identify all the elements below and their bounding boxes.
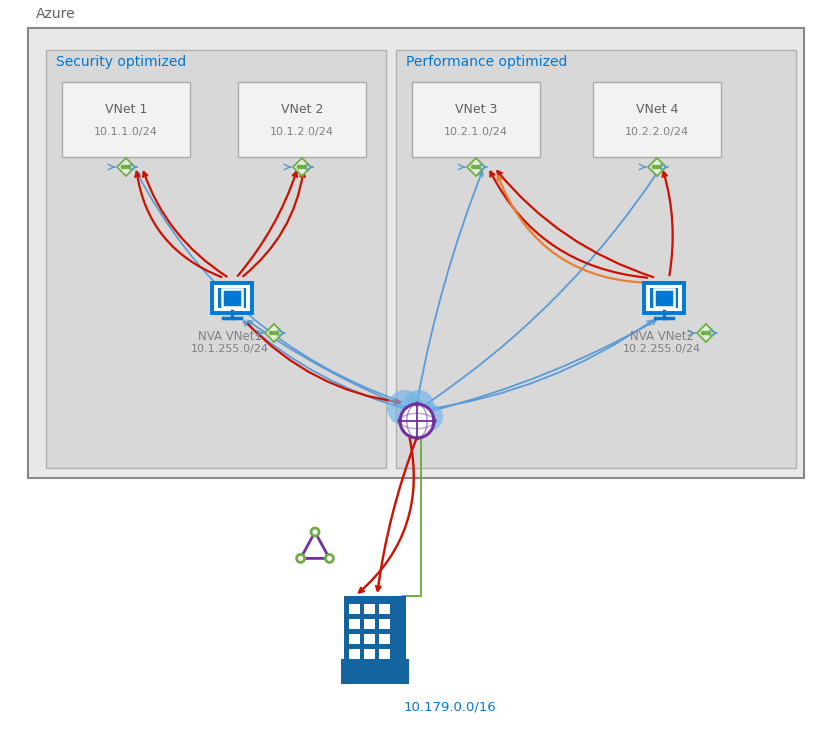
Circle shape bbox=[121, 165, 125, 168]
Circle shape bbox=[125, 165, 128, 168]
Polygon shape bbox=[117, 158, 135, 176]
Text: Azure: Azure bbox=[36, 7, 76, 21]
Circle shape bbox=[400, 408, 426, 434]
FancyBboxPatch shape bbox=[364, 634, 375, 644]
Circle shape bbox=[300, 165, 303, 168]
Text: Performance optimized: Performance optimized bbox=[406, 55, 568, 69]
Circle shape bbox=[707, 331, 711, 334]
Circle shape bbox=[652, 165, 656, 168]
Circle shape bbox=[658, 165, 661, 168]
Circle shape bbox=[397, 418, 402, 423]
Text: 10.1.2.0/24: 10.1.2.0/24 bbox=[270, 127, 334, 137]
Circle shape bbox=[127, 165, 130, 168]
Text: NVA VNet1: NVA VNet1 bbox=[198, 330, 262, 343]
FancyBboxPatch shape bbox=[364, 604, 375, 614]
Circle shape bbox=[475, 165, 478, 168]
Circle shape bbox=[387, 390, 423, 426]
Text: 10.2.1.0/24: 10.2.1.0/24 bbox=[444, 127, 508, 137]
Circle shape bbox=[415, 402, 420, 406]
Text: VNet 4: VNet 4 bbox=[636, 103, 678, 116]
Circle shape bbox=[656, 165, 659, 168]
FancyBboxPatch shape bbox=[379, 619, 390, 629]
Circle shape bbox=[297, 165, 301, 168]
Circle shape bbox=[404, 390, 434, 420]
Circle shape bbox=[275, 331, 278, 334]
Text: Security optimized: Security optimized bbox=[56, 55, 186, 69]
FancyBboxPatch shape bbox=[412, 82, 540, 157]
Text: VNet 1: VNet 1 bbox=[105, 103, 147, 116]
FancyBboxPatch shape bbox=[238, 82, 366, 157]
FancyBboxPatch shape bbox=[349, 619, 360, 629]
Circle shape bbox=[471, 165, 475, 168]
Text: 10.2.255.0/24: 10.2.255.0/24 bbox=[623, 344, 701, 354]
Polygon shape bbox=[648, 158, 666, 176]
FancyBboxPatch shape bbox=[650, 288, 678, 307]
FancyBboxPatch shape bbox=[364, 649, 375, 659]
FancyBboxPatch shape bbox=[218, 288, 246, 307]
FancyBboxPatch shape bbox=[213, 283, 252, 313]
Circle shape bbox=[477, 165, 480, 168]
FancyBboxPatch shape bbox=[349, 634, 360, 644]
Circle shape bbox=[415, 435, 420, 441]
FancyBboxPatch shape bbox=[341, 659, 409, 684]
Circle shape bbox=[303, 165, 307, 168]
FancyBboxPatch shape bbox=[28, 28, 804, 478]
Circle shape bbox=[311, 528, 319, 536]
Circle shape bbox=[273, 331, 276, 334]
Text: VNet 3: VNet 3 bbox=[455, 103, 497, 116]
FancyBboxPatch shape bbox=[396, 50, 796, 468]
Circle shape bbox=[415, 403, 443, 431]
Circle shape bbox=[701, 331, 705, 334]
FancyBboxPatch shape bbox=[379, 604, 390, 614]
Text: NVA VNet2: NVA VNet2 bbox=[630, 330, 694, 343]
FancyBboxPatch shape bbox=[379, 634, 390, 644]
FancyBboxPatch shape bbox=[379, 649, 390, 659]
Text: 10.1.1.0/24: 10.1.1.0/24 bbox=[94, 127, 158, 137]
Circle shape bbox=[269, 331, 273, 334]
FancyBboxPatch shape bbox=[364, 619, 375, 629]
FancyBboxPatch shape bbox=[644, 283, 684, 313]
FancyBboxPatch shape bbox=[344, 596, 406, 662]
Text: 10.2.2.0/24: 10.2.2.0/24 bbox=[625, 127, 689, 137]
FancyBboxPatch shape bbox=[349, 649, 360, 659]
Circle shape bbox=[326, 554, 333, 562]
Text: 10.179.0.0/16: 10.179.0.0/16 bbox=[404, 700, 496, 713]
Circle shape bbox=[400, 404, 434, 438]
FancyBboxPatch shape bbox=[349, 604, 360, 614]
FancyBboxPatch shape bbox=[46, 50, 386, 468]
FancyBboxPatch shape bbox=[593, 82, 721, 157]
Text: VNet 2: VNet 2 bbox=[281, 103, 323, 116]
Circle shape bbox=[297, 554, 305, 562]
Polygon shape bbox=[293, 158, 311, 176]
Circle shape bbox=[705, 331, 708, 334]
Circle shape bbox=[431, 418, 436, 423]
Polygon shape bbox=[265, 324, 283, 342]
FancyBboxPatch shape bbox=[62, 82, 190, 157]
Polygon shape bbox=[697, 324, 715, 342]
Polygon shape bbox=[467, 158, 485, 176]
Text: 10.1.255.0/24: 10.1.255.0/24 bbox=[191, 344, 269, 354]
